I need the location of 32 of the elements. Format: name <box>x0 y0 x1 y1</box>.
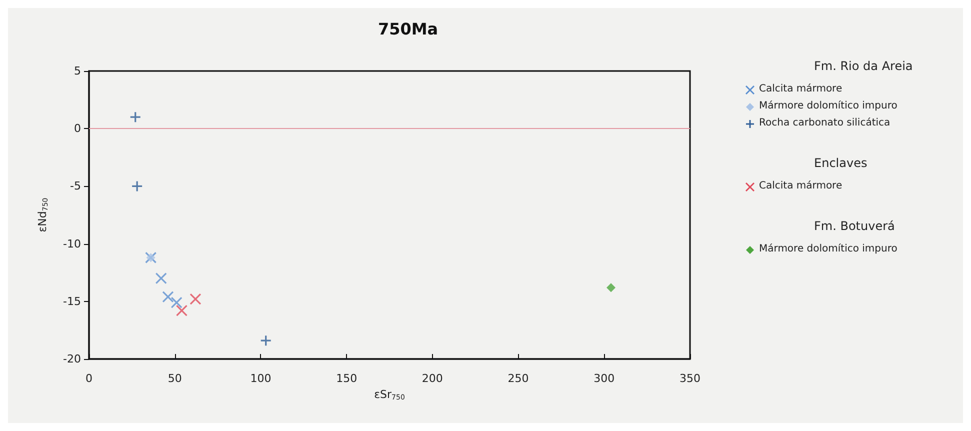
y-tick-label: 0 <box>74 122 81 136</box>
point <box>130 111 142 123</box>
point <box>170 296 182 308</box>
x-tick-label: 350 <box>680 372 700 385</box>
y-tick-label: -15 <box>63 294 81 308</box>
x-tick-label: 0 <box>86 372 92 385</box>
point <box>162 290 174 303</box>
point <box>131 180 143 192</box>
y-tick-label: 5 <box>74 64 81 78</box>
text: Enclaves <box>814 156 868 170</box>
legend-label: Rocha carbonato silicática <box>759 118 890 128</box>
x-tick-label: 50 <box>168 372 182 385</box>
x-tick-label: 300 <box>594 372 615 385</box>
legend-label: Mármore dolomítico impuro <box>759 244 898 254</box>
point <box>260 334 272 346</box>
point <box>155 272 167 284</box>
point <box>176 304 188 316</box>
text: Fm. Rio da Areia <box>814 59 913 73</box>
y-tick-label: -5 <box>70 180 81 193</box>
point <box>190 293 202 305</box>
x-tick-label: 100 <box>250 372 272 385</box>
x-tick-label: 200 <box>422 372 443 385</box>
y-tick-label: -20 <box>63 352 81 366</box>
x-tick-label: 150 <box>336 372 358 385</box>
legend-label: Calcita mármore <box>759 180 842 192</box>
legend-label: Mármore dolomítico impuro <box>759 100 898 112</box>
x-tick-label: 250 <box>508 372 529 385</box>
chart-title: 750Ma <box>378 20 438 38</box>
y-tick-label: -10 <box>63 237 81 250</box>
point <box>606 283 616 292</box>
text: Fm. Botuverá <box>814 219 895 233</box>
legend-label: Calcita mármore <box>759 84 842 94</box>
